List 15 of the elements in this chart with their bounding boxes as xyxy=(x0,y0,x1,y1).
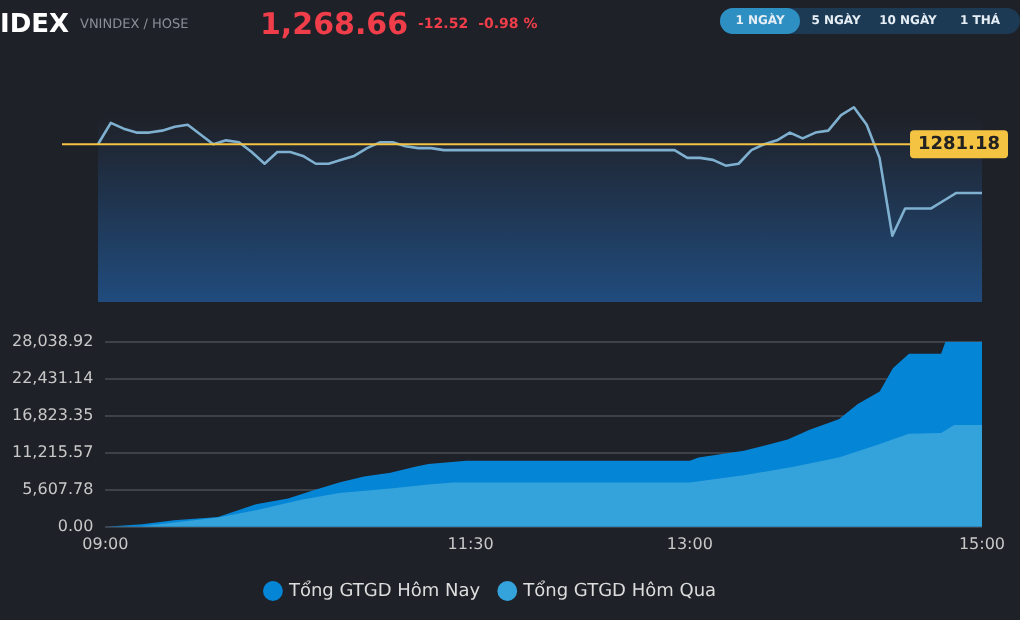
y-tick-label: 0.00 xyxy=(57,516,94,535)
y-tick-label: 11,215.57 xyxy=(11,442,94,461)
y-tick-label: 16,823.35 xyxy=(11,405,94,424)
x-tick-label: 13:00 xyxy=(666,534,713,553)
x-tick-label: 11:30 xyxy=(447,534,494,553)
legend-label: Tổng GTGD Hôm Qua xyxy=(521,579,717,602)
y-tick-label: 22,431.14 xyxy=(11,368,94,387)
y-tick-label: 28,038.92 xyxy=(11,331,94,350)
legend-label: Tổng GTGD Hôm Nay xyxy=(286,579,482,602)
y-tick-label: 5,607.78 xyxy=(22,479,94,498)
annotation: 1281.18 xyxy=(918,134,1001,155)
chart-title: IDEX xyxy=(0,10,70,40)
x-tick-label: 09:00 xyxy=(82,534,129,553)
x-tick-label: 15:00 xyxy=(958,534,1006,553)
text: 1,268.66 xyxy=(260,6,409,42)
